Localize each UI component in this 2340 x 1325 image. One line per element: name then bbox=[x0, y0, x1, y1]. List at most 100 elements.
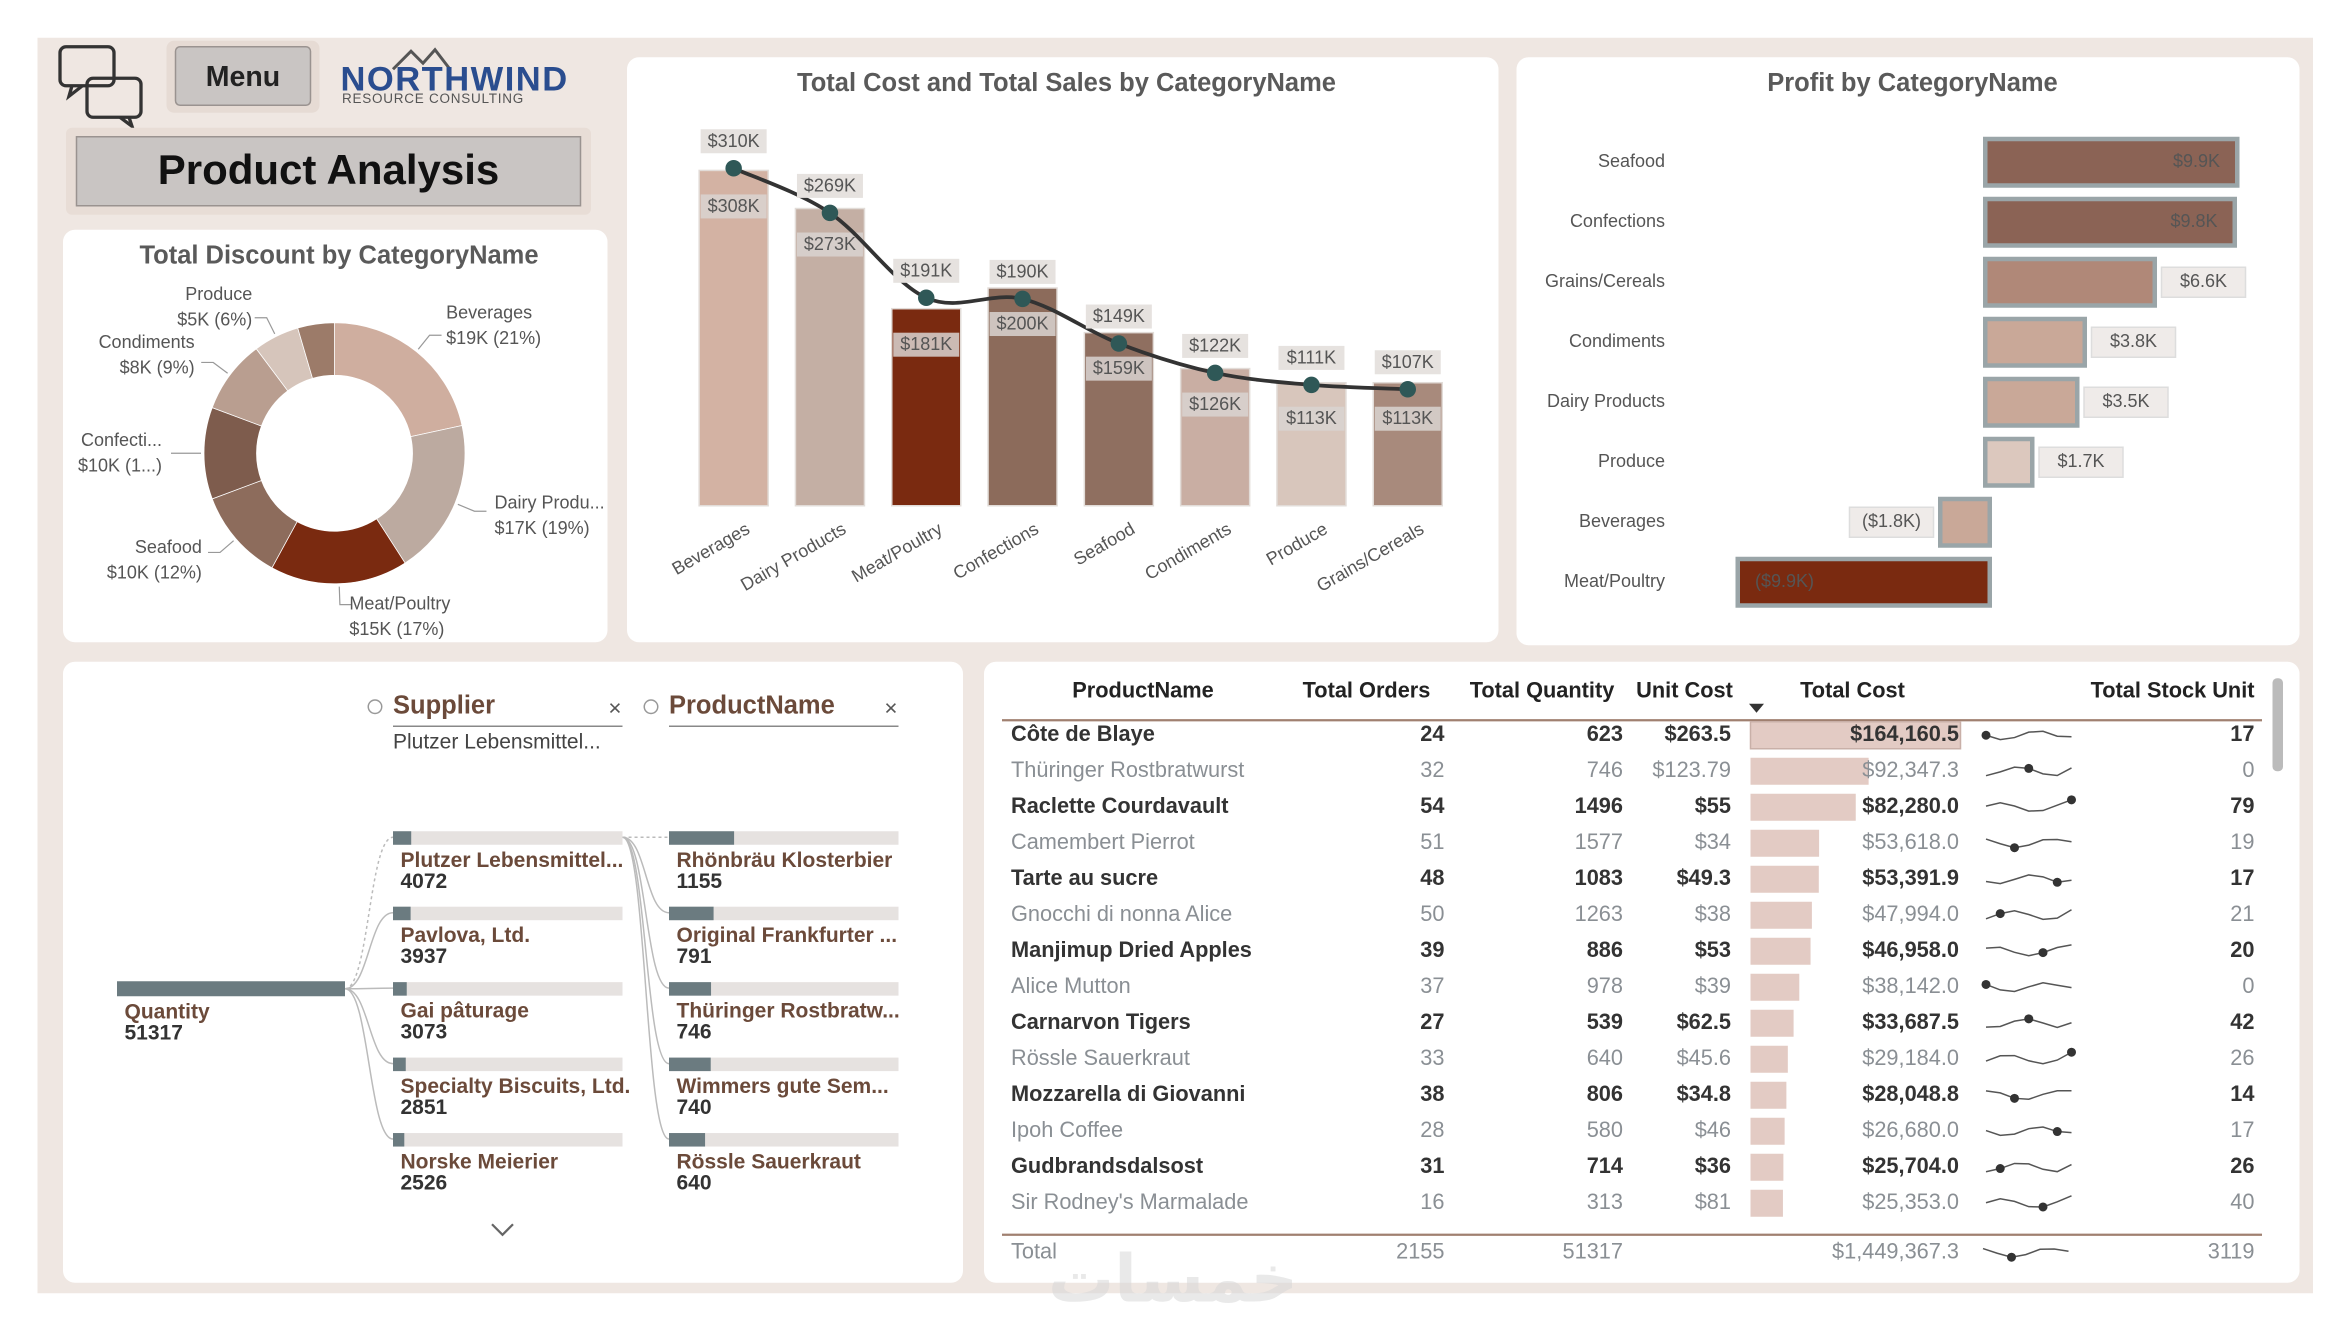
total-cost: $25,704.0 bbox=[1862, 1153, 1959, 1178]
unit-cost: $81 bbox=[1695, 1189, 1731, 1214]
y-tick-label: Condiments bbox=[1569, 331, 1665, 351]
node-label: Quantity bbox=[125, 1000, 210, 1023]
tree-bar-bg bbox=[669, 982, 899, 996]
label-box bbox=[989, 259, 1056, 284]
node-label: Wimmers gute Sem... bbox=[677, 1075, 889, 1098]
product-name: Camembert Pierrot bbox=[1011, 829, 1195, 854]
label-box bbox=[2090, 326, 2177, 358]
total-cost: $47,994.0 bbox=[1862, 901, 1959, 926]
sparkline bbox=[1985, 1051, 2072, 1065]
orders: 28 bbox=[1420, 1117, 1444, 1142]
sparkline bbox=[1985, 799, 2072, 812]
sparkline-dot bbox=[2038, 1202, 2048, 1212]
close-icon[interactable]: × bbox=[884, 696, 897, 721]
stock: 26 bbox=[2230, 1153, 2254, 1178]
menu-button[interactable]: Menu bbox=[166, 40, 320, 113]
unit-cost: $123.79 bbox=[1652, 757, 1731, 782]
column-header: Total Stock Unit bbox=[2091, 678, 2255, 703]
tree-bar bbox=[393, 1133, 405, 1147]
node-label: Rhönbräu Klosterbier bbox=[677, 849, 893, 872]
bar bbox=[1987, 141, 2235, 184]
unit-cost: $34 bbox=[1695, 829, 1731, 854]
label-box bbox=[1278, 345, 1345, 370]
slice-label: Condiments bbox=[99, 332, 195, 352]
scrollbar[interactable] bbox=[2272, 678, 2284, 772]
label-box bbox=[1374, 406, 1441, 431]
expand-icon[interactable] bbox=[491, 1223, 514, 1237]
slice-label: Confecti... bbox=[81, 430, 162, 450]
line-value: $107K bbox=[1382, 352, 1434, 372]
orders: 50 bbox=[1420, 901, 1444, 926]
orders: 33 bbox=[1420, 1045, 1444, 1070]
stock: 42 bbox=[2230, 1009, 2254, 1034]
unit-cost: $34.8 bbox=[1677, 1081, 1731, 1106]
data-bar bbox=[1749, 721, 1962, 750]
total-cost: $164,160.5 bbox=[1850, 721, 1959, 746]
donut-slice bbox=[297, 322, 335, 379]
bar-value: $9.8K bbox=[2170, 211, 2217, 231]
bar-value: $159K bbox=[1093, 358, 1145, 378]
slice-label: Meat/Poultry bbox=[349, 593, 450, 613]
label-box bbox=[1182, 392, 1249, 417]
stock: 21 bbox=[2230, 901, 2254, 926]
bar-value: $3.5K bbox=[2102, 391, 2149, 411]
slice-value: $15K (17%) bbox=[349, 619, 444, 639]
node-label: Gai pâturage bbox=[401, 1000, 529, 1023]
bar bbox=[698, 169, 769, 507]
connector bbox=[622, 836, 670, 1140]
orders: 32 bbox=[1420, 757, 1444, 782]
y-tick-label: Grains/Cereals bbox=[1545, 271, 1665, 291]
total-cost: $26,680.0 bbox=[1862, 1117, 1959, 1142]
orders: 54 bbox=[1420, 793, 1444, 818]
tree-bar bbox=[393, 1057, 406, 1072]
line-value: $111K bbox=[1287, 347, 1336, 367]
sparkline-dot bbox=[2010, 1093, 2019, 1103]
slice-label: Produce bbox=[185, 284, 252, 304]
product-name: Côte de Blaye bbox=[1011, 721, 1155, 746]
tree-bar-bg bbox=[669, 1057, 899, 1072]
quantity: 640 bbox=[1587, 1045, 1623, 1070]
total-cost: $29,184.0 bbox=[1862, 1045, 1959, 1070]
label-box bbox=[700, 129, 767, 154]
connector bbox=[344, 911, 394, 990]
total-cost: $82,280.0 bbox=[1862, 793, 1959, 818]
tree-bar bbox=[669, 982, 712, 996]
connector bbox=[344, 987, 394, 990]
tree-bar-bg bbox=[393, 906, 623, 921]
bar-value: $9.9K bbox=[2173, 151, 2220, 171]
orders: 39 bbox=[1420, 937, 1444, 962]
stock: 17 bbox=[2230, 865, 2254, 890]
unit-cost: $49.3 bbox=[1677, 865, 1731, 890]
node-label: Norske Meierier bbox=[401, 1151, 559, 1174]
close-icon[interactable]: × bbox=[608, 696, 621, 721]
bar-value: ($1.8K) bbox=[1862, 511, 1921, 531]
product-name: Gudbrandsdalsost bbox=[1011, 1153, 1203, 1178]
slice-value: $8K (9%) bbox=[120, 358, 195, 378]
slice-value: $17K (19%) bbox=[495, 518, 590, 538]
stock: 0 bbox=[2242, 973, 2254, 998]
unit-cost: $39 bbox=[1695, 973, 1731, 998]
unit-cost: $36 bbox=[1695, 1153, 1731, 1178]
sparkline-dot bbox=[1995, 1164, 2005, 1174]
total-cost: $38,142.0 bbox=[1862, 973, 1959, 998]
stock: 17 bbox=[2230, 721, 2254, 746]
sparkline-dot bbox=[2024, 763, 2034, 773]
sort-icon bbox=[1749, 703, 1764, 713]
total-cost: $46,958.0 bbox=[1862, 937, 1959, 962]
chart-title: Total Cost and Total Sales by CategoryNa… bbox=[797, 69, 1336, 97]
chart-title: Profit by CategoryName bbox=[1767, 69, 2057, 97]
data-bar bbox=[1750, 865, 1819, 893]
y-tick-label: Confections bbox=[1570, 211, 1665, 231]
level-title: Supplier bbox=[393, 691, 495, 719]
label-box bbox=[893, 258, 960, 283]
leader-line bbox=[338, 586, 352, 606]
menu-label[interactable]: Menu bbox=[206, 61, 280, 93]
tree-bar-bg bbox=[393, 831, 623, 845]
node-label: Original Frankfurter ... bbox=[677, 924, 898, 947]
quantity: 746 bbox=[1587, 757, 1623, 782]
sparkline bbox=[1985, 1195, 2072, 1208]
sparkline bbox=[1985, 982, 2072, 993]
tree-bar bbox=[117, 981, 345, 997]
bar bbox=[1740, 561, 1988, 604]
product-name: Tarte au sucre bbox=[1011, 865, 1158, 890]
